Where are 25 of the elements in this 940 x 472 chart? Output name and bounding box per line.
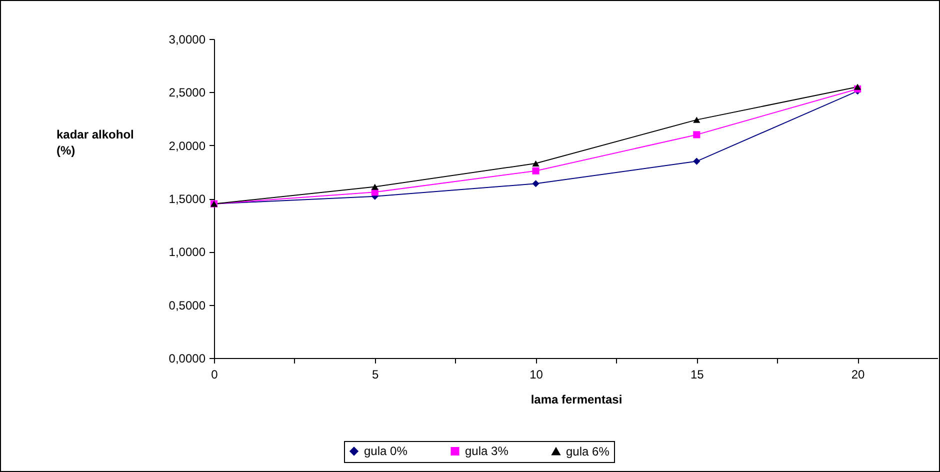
point	[532, 180, 540, 188]
x-tick-label: 0	[211, 368, 218, 382]
y-tick-label: 1,0000	[168, 245, 206, 260]
legend-label: gula 6%	[566, 444, 610, 458]
point	[854, 84, 862, 90]
x-tick-label: 10	[530, 368, 544, 382]
y-tick-label: 0,5000	[168, 298, 206, 312]
y-tick-label: 3,0000	[168, 32, 206, 46]
y-tick-label: 2,5000	[168, 86, 206, 100]
x-tick-label: 20	[851, 368, 866, 382]
point	[532, 167, 540, 174]
point	[693, 158, 700, 165]
y-tick-label: 0,0000	[168, 352, 206, 366]
y-tick-label: 2,0000	[168, 138, 206, 153]
x-tick-label: 15	[690, 368, 704, 382]
point	[371, 184, 378, 190]
legend-label: gula 3%	[465, 444, 509, 458]
point	[532, 160, 540, 166]
x-tick-label: 5	[372, 368, 380, 382]
y-tick-label: 1,5000	[168, 192, 206, 206]
legend-label: gula 0%	[364, 444, 408, 458]
x-axis-title: lama fermentasi	[530, 392, 622, 406]
point	[693, 131, 700, 138]
y-axis-title: kadar alkohol (%)	[56, 128, 134, 158]
point	[693, 116, 700, 123]
